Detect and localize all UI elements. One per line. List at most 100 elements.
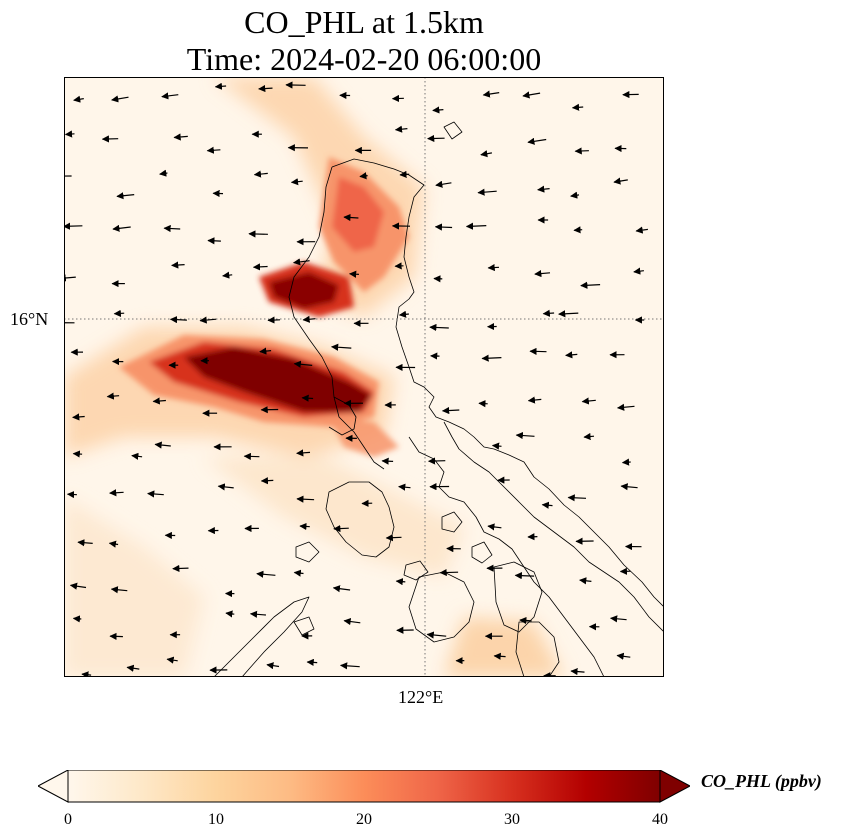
wind-arrow: [64, 274, 76, 282]
wind-arrow: [166, 656, 178, 664]
wind-arrow: [339, 662, 360, 670]
wind-arrow: [72, 413, 85, 421]
wind-arrow: [491, 442, 502, 450]
wind-arrow: [266, 662, 280, 670]
wind-arrow: [487, 523, 502, 531]
wind-arrow: [616, 403, 635, 411]
coastline-palawan: [213, 596, 310, 677]
wind-arrow: [169, 316, 187, 324]
wind-arrow: [299, 522, 310, 531]
wind-arrow: [394, 125, 408, 133]
coastline-visayas-east: [493, 561, 543, 633]
wind-arrow: [343, 617, 361, 626]
wind-arrow: [633, 267, 644, 275]
wind-arrow: [477, 188, 497, 196]
wind-arrow: [73, 95, 84, 103]
wind-arrow: [514, 572, 535, 580]
wind-arrow: [621, 458, 631, 466]
wind-arrow: [398, 483, 411, 491]
wind-arrow: [173, 133, 188, 141]
wind-arrow: [439, 568, 459, 577]
wind-arrow: [113, 309, 125, 317]
wind-arrow: [72, 450, 83, 458]
wind-arrow: [522, 91, 541, 99]
wind-arrow: [306, 658, 318, 666]
wind-arrow: [302, 315, 316, 323]
wind-arrow: [116, 192, 135, 200]
wind-arrow: [542, 309, 555, 317]
wind-arrow: [207, 237, 221, 245]
wind-arrow: [106, 392, 120, 400]
wind-vectors: [64, 81, 648, 677]
wind-arrow: [574, 147, 589, 155]
coastline-luzon-west: [288, 166, 385, 470]
wind-arrow: [252, 263, 268, 271]
wind-arrow: [332, 585, 351, 593]
colorbar-extend-min: [38, 770, 69, 803]
wind-arrow: [225, 610, 235, 618]
wind-arrow: [154, 441, 171, 449]
wind-arrow: [147, 490, 164, 498]
colorbar-label: CO_PHL (ppbv): [701, 771, 822, 791]
wind-arrow: [580, 281, 601, 289]
co-plume-southwest-diffuse: [64, 497, 204, 677]
wind-arrow: [131, 452, 143, 460]
wind-arrow: [248, 230, 268, 238]
wind-arrow: [480, 150, 493, 158]
wind-arrow: [293, 360, 313, 368]
wind-arrow: [571, 103, 584, 111]
colorbar-tick-10: 10: [208, 811, 224, 828]
wind-arrow: [613, 177, 628, 185]
map-title-time: Time: 2024-02-20 06:00:00: [186, 41, 542, 77]
coastline-island-5: [443, 121, 463, 140]
wind-arrow: [529, 347, 547, 355]
coastline-negros: [515, 621, 560, 677]
co-plume-west-core: [184, 347, 372, 412]
wind-arrow: [217, 483, 234, 491]
co-plume-west-tail: [329, 417, 399, 457]
map-panel: [64, 77, 664, 677]
wind-arrow: [359, 172, 368, 180]
wind-arrow: [398, 310, 409, 318]
co-concentration-field: [64, 77, 564, 677]
wind-arrow: [429, 323, 449, 332]
colorbar-tick-30: 30: [504, 811, 520, 828]
wind-arrow: [293, 569, 304, 577]
coastline-island-4: [295, 541, 320, 563]
wind-arrow: [481, 354, 502, 362]
wind-arrow: [570, 191, 580, 199]
wind-arrow: [126, 664, 140, 672]
wind-arrow: [565, 351, 578, 359]
co-plume-southeast-diffuse: [444, 617, 564, 677]
wind-arrow: [64, 130, 75, 138]
wind-arrow: [426, 631, 447, 639]
longitude-label: 122°E: [398, 687, 444, 707]
wind-arrow: [260, 477, 274, 485]
wind-arrow: [432, 106, 444, 114]
coastline-island-2: [471, 541, 493, 564]
wind-arrow: [108, 540, 119, 548]
wind-arrow: [527, 396, 542, 404]
wind-arrow: [152, 397, 166, 405]
wind-arrow: [267, 316, 281, 324]
wind-arrow: [395, 578, 406, 586]
wind-arrow: [567, 494, 587, 502]
wind-arrow: [330, 343, 352, 351]
wind-arrow: [69, 582, 87, 590]
co-plume-south-diffuse: [204, 457, 464, 577]
wind-arrow: [435, 180, 452, 188]
wind-arrow: [519, 616, 532, 625]
wind-arrow: [256, 570, 276, 578]
wind-arrow: [199, 316, 217, 324]
co-plume-north-arm-core: [332, 177, 384, 252]
wind-arrow: [109, 632, 123, 640]
wind-arrow: [537, 185, 550, 193]
wind-arrow: [77, 539, 93, 547]
wind-arrow: [161, 92, 179, 100]
colorbar-tick-40: 40: [652, 811, 668, 828]
wind-arrow: [541, 501, 553, 509]
wind-arrow: [259, 347, 272, 355]
wind-arrow: [348, 270, 359, 278]
wind-arrow: [214, 82, 227, 90]
wind-arrow: [258, 84, 273, 93]
